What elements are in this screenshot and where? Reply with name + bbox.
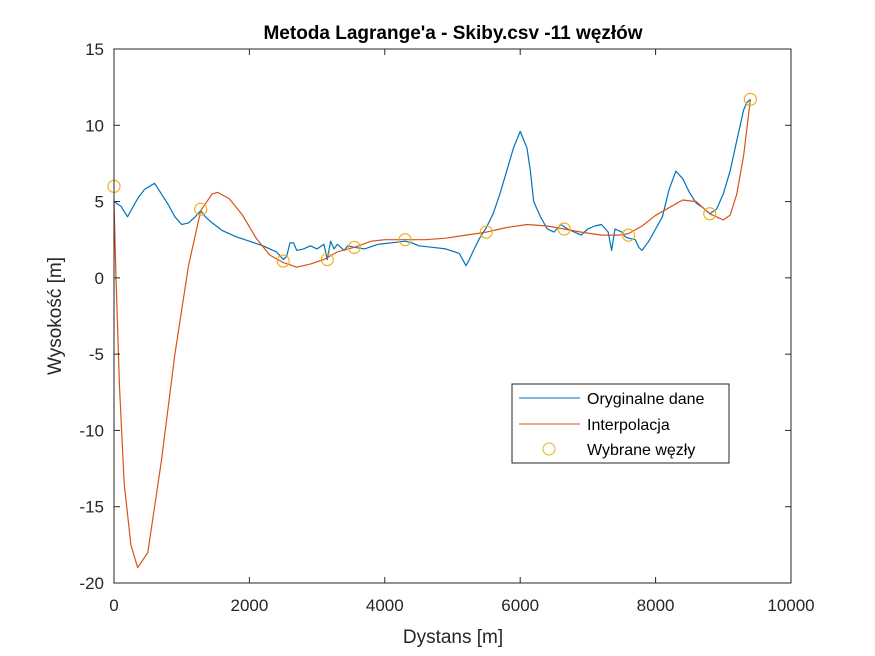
x-tick-label: 4000 xyxy=(366,596,404,615)
x-axis-label: Dystans [m] xyxy=(403,627,503,648)
legend-label-interpolation: Interpolacja xyxy=(587,417,670,434)
node-marker xyxy=(276,254,290,268)
legend-swatch-nodes xyxy=(542,442,556,456)
node-marker xyxy=(621,228,636,242)
node-marker xyxy=(398,233,412,247)
series-line-original xyxy=(113,98,751,267)
node-marker xyxy=(703,207,717,221)
x-tick-label: 0 xyxy=(109,596,118,615)
x-tick-label: 6000 xyxy=(501,596,539,615)
node-marker xyxy=(194,202,208,216)
y-tick-label: -10 xyxy=(79,421,104,440)
y-tick-label: 5 xyxy=(95,193,104,212)
series-group xyxy=(107,92,757,569)
y-axis: -20 -15 -10 -5 0 5 10 15 xyxy=(79,40,791,593)
legend: Oryginalne dane Interpolacja Wybrane węz… xyxy=(511,383,730,464)
plot-area xyxy=(114,49,791,583)
node-marker xyxy=(557,222,571,236)
legend-label-nodes: Wybrane węzły xyxy=(587,442,695,459)
node-marker xyxy=(743,92,757,106)
y-tick-label: 15 xyxy=(85,40,104,59)
node-marker xyxy=(479,225,493,239)
chart-title: Metoda Lagrange'a - Skiby.csv -11 węzłów xyxy=(263,23,642,44)
x-tick-label: 2000 xyxy=(230,596,268,615)
y-axis-label: Wysokość [m] xyxy=(45,257,66,375)
node-marker xyxy=(320,252,334,267)
series-line-interpolation xyxy=(113,99,751,569)
y-tick-label: 10 xyxy=(85,116,104,135)
y-tick-label: 0 xyxy=(95,269,104,288)
y-tick-label: -5 xyxy=(89,345,104,364)
y-tick-label: -20 xyxy=(79,574,104,593)
x-tick-label: 8000 xyxy=(637,596,675,615)
node-marker xyxy=(347,240,361,254)
legend-label-original: Oryginalne dane xyxy=(587,391,705,408)
y-tick-label: -15 xyxy=(79,498,104,517)
x-tick-label: 10000 xyxy=(767,596,814,615)
x-axis: 0 2000 4000 6000 8000 10000 xyxy=(109,49,815,615)
axes-box xyxy=(113,48,792,584)
